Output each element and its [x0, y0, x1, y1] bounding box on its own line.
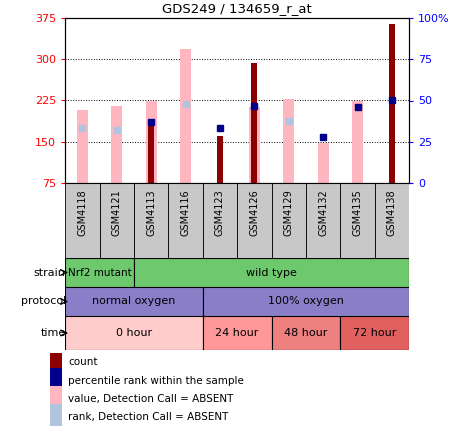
- Text: GSM4126: GSM4126: [249, 189, 259, 236]
- FancyBboxPatch shape: [65, 287, 203, 316]
- Text: 24 hour: 24 hour: [215, 328, 259, 338]
- FancyBboxPatch shape: [65, 183, 100, 258]
- FancyBboxPatch shape: [237, 183, 272, 258]
- FancyBboxPatch shape: [272, 316, 340, 350]
- Bar: [249, 107, 260, 183]
- FancyBboxPatch shape: [65, 258, 134, 287]
- Text: strain: strain: [34, 268, 66, 277]
- Bar: [146, 101, 157, 183]
- FancyBboxPatch shape: [134, 258, 409, 287]
- Text: protocol: protocol: [20, 296, 66, 306]
- Text: GSM4135: GSM4135: [352, 189, 363, 236]
- Text: GSM4116: GSM4116: [180, 189, 191, 236]
- FancyBboxPatch shape: [100, 183, 134, 258]
- FancyBboxPatch shape: [50, 404, 62, 426]
- Text: percentile rank within the sample: percentile rank within the sample: [68, 376, 244, 386]
- Text: GSM4129: GSM4129: [284, 189, 294, 236]
- Text: GSM4118: GSM4118: [77, 189, 87, 236]
- Text: 100% oxygen: 100% oxygen: [268, 296, 344, 306]
- FancyBboxPatch shape: [340, 183, 375, 258]
- FancyBboxPatch shape: [65, 316, 203, 350]
- FancyBboxPatch shape: [50, 386, 62, 412]
- FancyBboxPatch shape: [50, 350, 62, 375]
- Bar: [148, 123, 154, 183]
- FancyBboxPatch shape: [203, 183, 237, 258]
- FancyBboxPatch shape: [168, 183, 203, 258]
- Bar: [77, 110, 88, 183]
- Text: Nrf2 mutant: Nrf2 mutant: [67, 268, 132, 277]
- FancyBboxPatch shape: [50, 368, 62, 394]
- Text: GSM4138: GSM4138: [387, 189, 397, 236]
- Bar: [217, 136, 223, 183]
- FancyBboxPatch shape: [272, 183, 306, 258]
- Bar: [389, 23, 395, 183]
- Text: GSM4113: GSM4113: [146, 189, 156, 236]
- Text: 0 hour: 0 hour: [116, 328, 152, 338]
- Text: time: time: [40, 328, 66, 338]
- FancyBboxPatch shape: [375, 183, 409, 258]
- Title: GDS249 / 134659_r_at: GDS249 / 134659_r_at: [162, 3, 312, 15]
- Bar: [318, 143, 329, 183]
- Bar: [252, 63, 257, 183]
- Bar: [283, 99, 294, 183]
- Text: 72 hour: 72 hour: [353, 328, 397, 338]
- Text: rank, Detection Call = ABSENT: rank, Detection Call = ABSENT: [68, 412, 228, 422]
- Bar: [180, 49, 191, 183]
- Text: 48 hour: 48 hour: [284, 328, 328, 338]
- FancyBboxPatch shape: [203, 287, 409, 316]
- Text: count: count: [68, 357, 98, 368]
- Text: value, Detection Call = ABSENT: value, Detection Call = ABSENT: [68, 394, 233, 404]
- Text: normal oxygen: normal oxygen: [92, 296, 176, 306]
- FancyBboxPatch shape: [203, 316, 272, 350]
- FancyBboxPatch shape: [134, 183, 168, 258]
- Text: wild type: wild type: [246, 268, 297, 277]
- Bar: [111, 106, 122, 183]
- Bar: [352, 101, 363, 183]
- FancyBboxPatch shape: [306, 183, 340, 258]
- Text: GSM4123: GSM4123: [215, 189, 225, 236]
- Text: GSM4132: GSM4132: [318, 189, 328, 236]
- Text: GSM4121: GSM4121: [112, 189, 122, 236]
- FancyBboxPatch shape: [340, 316, 409, 350]
